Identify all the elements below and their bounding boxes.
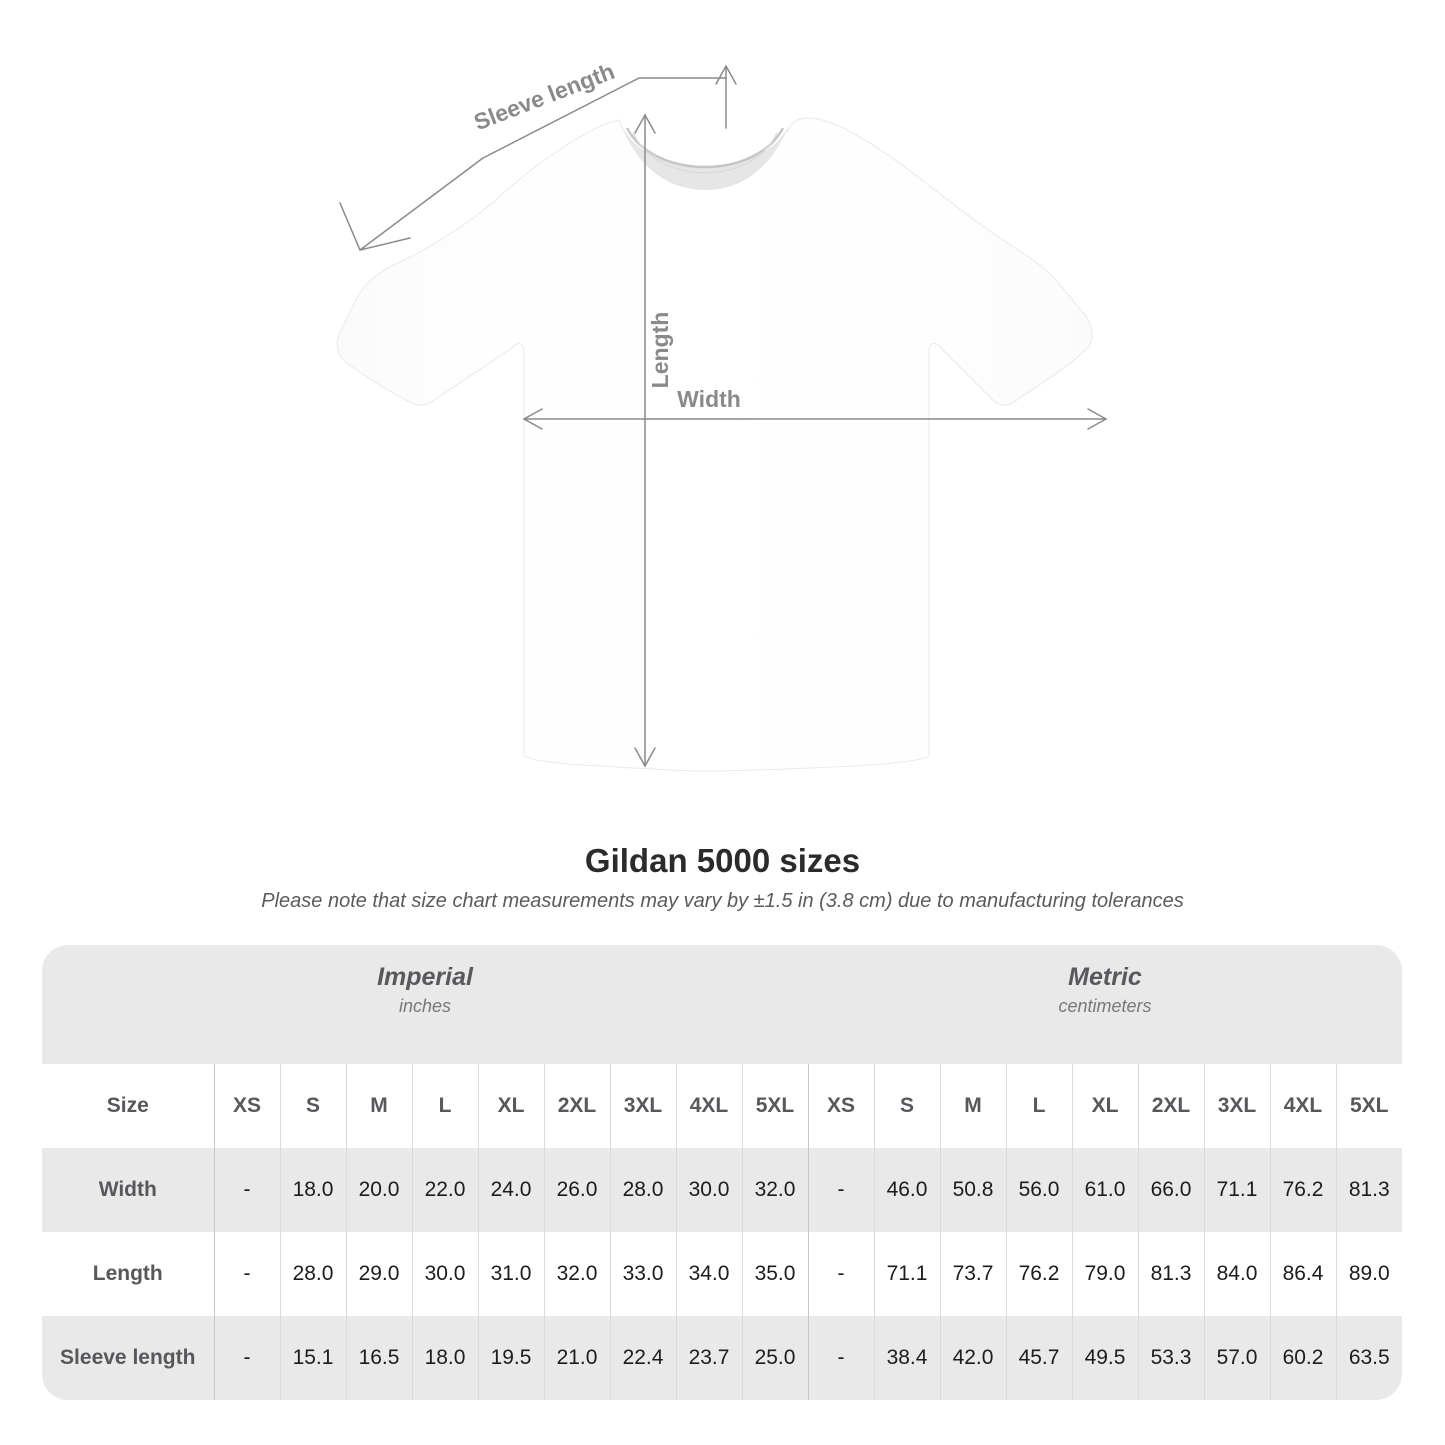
svg-text:Sleeve length: Sleeve length [470, 58, 618, 135]
svg-text:Length: Length [647, 312, 673, 389]
svg-text:Width: Width [677, 386, 741, 412]
